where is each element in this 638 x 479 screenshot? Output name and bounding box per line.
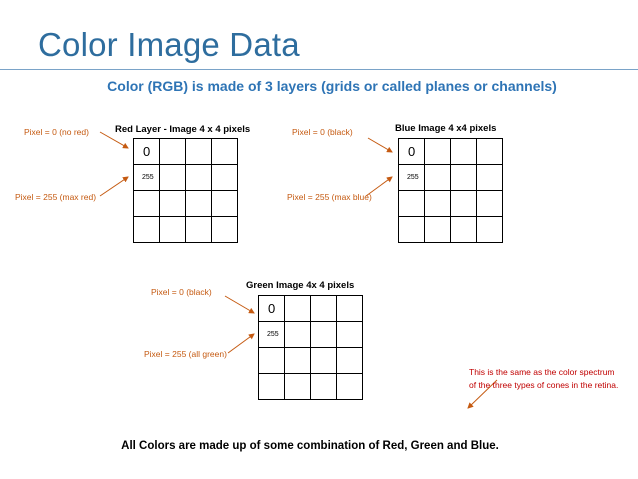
grid-cell <box>399 191 425 217</box>
slide-title: Color Image Data <box>38 26 300 63</box>
grid-cell: 255 <box>134 165 160 191</box>
grid-cell <box>285 374 311 400</box>
blue-pixel-grid: 0 255 <box>398 138 503 243</box>
green-pixel-max-label: Pixel = 255 (all green) <box>144 349 227 359</box>
arrow-green-zero <box>224 295 255 314</box>
arrow-note <box>467 379 498 409</box>
arrow-blue-zero <box>367 137 393 153</box>
grid-cell <box>160 191 186 217</box>
blue-grid-title: Blue Image 4 x4 pixels <box>395 123 497 134</box>
grid-cell <box>186 191 212 217</box>
grid-cell: 255 <box>259 322 285 348</box>
grid-cell <box>311 348 337 374</box>
arrow-green-max <box>227 333 255 354</box>
grid-cell <box>451 139 477 165</box>
arrow-red-max <box>99 176 129 197</box>
grid-cell <box>160 139 186 165</box>
green-pixel-zero-label: Pixel = 0 (black) <box>151 287 212 297</box>
grid-cell <box>212 165 238 191</box>
grid-cell <box>212 191 238 217</box>
grid-cell <box>451 217 477 243</box>
arrow-red-zero <box>99 131 129 149</box>
title-divider <box>0 69 638 70</box>
grid-cell <box>477 191 503 217</box>
grid-cell <box>477 139 503 165</box>
grid-cell <box>186 165 212 191</box>
grid-cell <box>134 191 160 217</box>
grid-cell <box>285 322 311 348</box>
grid-cell <box>285 348 311 374</box>
arrow-blue-max <box>365 176 393 197</box>
grid-cell <box>259 348 285 374</box>
grid-cell <box>451 165 477 191</box>
grid-cell <box>134 217 160 243</box>
red-pixel-grid: 0 255 <box>133 138 238 243</box>
grid-cell <box>186 139 212 165</box>
grid-cell <box>337 348 363 374</box>
grid-cell <box>212 217 238 243</box>
grid-cell <box>311 296 337 322</box>
grid-cell <box>337 296 363 322</box>
grid-cell <box>477 165 503 191</box>
grid-cell <box>425 139 451 165</box>
grid-cell: 0 <box>134 139 160 165</box>
grid-cell <box>451 191 477 217</box>
grid-cell <box>311 322 337 348</box>
grid-cell <box>337 374 363 400</box>
grid-cell: 0 <box>259 296 285 322</box>
red-pixel-zero-label: Pixel = 0 (no red) <box>24 127 89 137</box>
grid-cell <box>337 322 363 348</box>
grid-cell <box>259 374 285 400</box>
green-grid-title: Green Image 4x 4 pixels <box>246 280 355 291</box>
slide-subtitle: Color (RGB) is made of 3 layers (grids o… <box>107 78 557 94</box>
grid-cell: 0 <box>399 139 425 165</box>
grid-cell <box>212 139 238 165</box>
red-pixel-max-label: Pixel = 255 (max red) <box>15 192 97 202</box>
blue-pixel-zero-label: Pixel = 0 (black) <box>292 127 353 137</box>
red-grid-title: Red Layer - Image 4 x 4 pixels <box>115 124 251 135</box>
retina-note: This is the same as the color spectrum o… <box>469 367 619 390</box>
grid-cell <box>160 217 186 243</box>
grid-cell <box>186 217 212 243</box>
grid-cell <box>160 165 186 191</box>
grid-cell <box>425 165 451 191</box>
grid-cell <box>425 191 451 217</box>
blue-pixel-max-label: Pixel = 255 (max blue) <box>287 192 372 202</box>
grid-cell <box>425 217 451 243</box>
grid-cell <box>399 217 425 243</box>
grid-cell <box>477 217 503 243</box>
grid-cell: 255 <box>399 165 425 191</box>
grid-cell <box>311 374 337 400</box>
summary-text: All Colors are made up of some combinati… <box>121 440 499 452</box>
grid-cell <box>285 296 311 322</box>
green-pixel-grid: 0 255 <box>258 295 363 400</box>
